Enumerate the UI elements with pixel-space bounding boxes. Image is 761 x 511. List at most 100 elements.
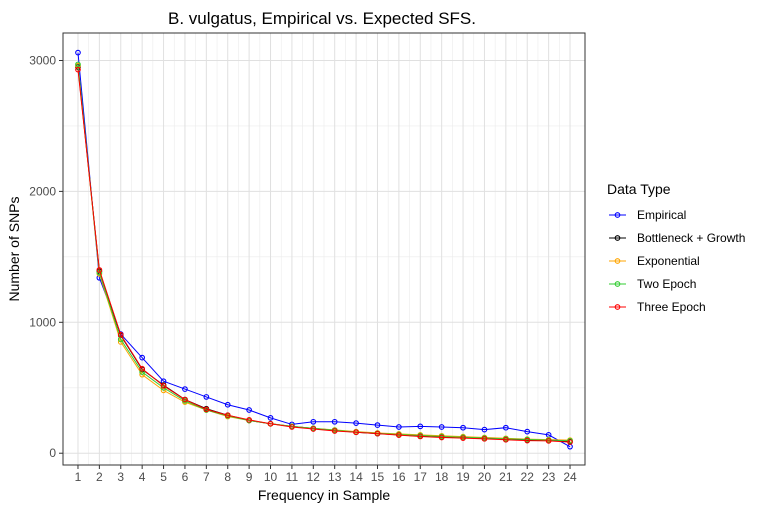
y-tick-label: 3000	[29, 53, 56, 67]
legend-item-empirical: Empirical	[609, 208, 686, 222]
x-tick-label: 22	[521, 470, 535, 484]
legend: Data Type Empirical Bottleneck + Growth Ex…	[607, 181, 745, 314]
series-layer	[75, 49, 573, 450]
data-point-three-epoch	[353, 429, 359, 436]
y-tick-label: 2000	[29, 184, 56, 198]
series-empirical	[75, 49, 573, 450]
legend-item-three-epoch: Three Epoch	[609, 300, 706, 314]
x-tick-label: 20	[478, 470, 492, 484]
data-point-empirical	[331, 418, 338, 425]
data-point-three-epoch	[524, 437, 531, 444]
x-axis-title: Frequency in Sample	[258, 487, 391, 503]
data-point-empirical	[460, 424, 466, 431]
x-tick-label: 9	[246, 470, 253, 484]
data-point-empirical	[310, 418, 317, 425]
legend-label: Bottleneck + Growth	[637, 231, 745, 245]
x-tick-label: 8	[224, 470, 231, 484]
data-point-empirical	[353, 420, 359, 426]
data-point-empirical	[396, 424, 402, 430]
legend-title: Data Type	[607, 181, 671, 197]
data-point-three-epoch	[267, 420, 274, 427]
data-point-empirical	[438, 424, 445, 430]
data-point-empirical	[417, 423, 424, 430]
data-point-three-epoch	[289, 424, 295, 430]
data-point-empirical	[267, 415, 274, 421]
chart-title: B. vulgatus, Empirical vs. Expected SFS.	[168, 9, 476, 28]
x-tick-label: 16	[392, 470, 406, 484]
data-point-three-epoch	[460, 435, 466, 442]
data-point-empirical	[502, 424, 509, 431]
y-axis-title: Number of SNPs	[6, 196, 22, 301]
data-point-two-epoch	[75, 61, 81, 68]
data-point-three-epoch	[310, 426, 317, 432]
x-tick-label: 6	[182, 470, 189, 484]
data-point-three-epoch	[374, 430, 381, 437]
data-point-three-epoch	[545, 438, 552, 444]
data-point-empirical	[481, 426, 488, 433]
y-tick-label: 1000	[29, 315, 56, 329]
x-tick-label: 17	[414, 470, 428, 484]
x-tick-label: 13	[328, 470, 342, 484]
x-tick-label: 12	[307, 470, 321, 484]
data-point-three-epoch	[182, 396, 188, 403]
legend-label: Three Epoch	[637, 300, 706, 314]
x-tick-label: 21	[499, 470, 513, 484]
series-line-empirical	[77, 52, 571, 448]
x-tick-label: 18	[435, 470, 449, 484]
data-point-three-epoch	[75, 66, 81, 73]
legend-item-two-epoch: Two Epoch	[609, 277, 696, 291]
series-three-epoch	[75, 66, 573, 445]
data-point-three-epoch	[331, 428, 338, 434]
legend-key-point	[614, 281, 621, 287]
data-point-three-epoch	[417, 433, 424, 440]
x-tick-label: 4	[139, 470, 146, 484]
x-tick-label: 19	[456, 470, 470, 484]
y-tick-label: 0	[49, 446, 56, 460]
x-tick-label: 7	[203, 470, 210, 484]
legend-label: Empirical	[637, 208, 686, 222]
legend-item-bottleneck-growth: Bottleneck + Growth	[609, 231, 745, 245]
data-point-empirical	[139, 354, 146, 361]
data-point-three-epoch	[246, 416, 252, 423]
data-point-empirical	[203, 394, 210, 400]
data-point-empirical	[246, 407, 252, 413]
data-point-three-epoch	[224, 412, 231, 419]
legend-key-point	[614, 212, 621, 218]
data-point-three-epoch	[139, 365, 146, 372]
data-point-three-epoch	[567, 439, 573, 445]
legend-key-point	[614, 258, 621, 264]
legend-key-point	[614, 304, 621, 310]
data-point-three-epoch	[438, 434, 445, 441]
x-tick-label: 15	[371, 470, 385, 484]
series-line-three-epoch	[77, 69, 571, 443]
x-tick-label: 1	[75, 470, 82, 484]
x-tick-label: 23	[542, 470, 556, 484]
data-point-empirical	[224, 401, 231, 408]
data-point-three-epoch	[203, 406, 210, 413]
data-point-two-epoch	[139, 369, 146, 375]
x-tick-label: 24	[563, 470, 577, 484]
data-point-empirical	[75, 49, 81, 56]
data-point-three-epoch	[502, 436, 509, 443]
x-tick-label: 3	[117, 470, 124, 484]
legend-label: Two Epoch	[637, 277, 696, 291]
data-point-three-epoch	[96, 267, 103, 273]
data-point-three-epoch	[396, 432, 402, 439]
x-tick-label: 2	[96, 470, 103, 484]
x-tick-label: 11	[286, 470, 299, 484]
data-point-three-epoch	[117, 331, 124, 338]
legend-key-point	[614, 235, 621, 241]
plot-panel-border	[62, 32, 586, 466]
grid	[63, 33, 585, 465]
data-point-empirical	[524, 428, 531, 435]
data-point-three-epoch	[481, 435, 488, 442]
series-line-two-epoch	[77, 64, 571, 442]
data-point-three-epoch	[160, 382, 167, 389]
x-tick-label: 5	[160, 470, 167, 484]
data-point-empirical	[374, 422, 381, 428]
x-tick-label: 14	[349, 470, 363, 484]
legend-label: Exponential	[637, 254, 700, 268]
x-tick-label: 10	[264, 470, 278, 484]
